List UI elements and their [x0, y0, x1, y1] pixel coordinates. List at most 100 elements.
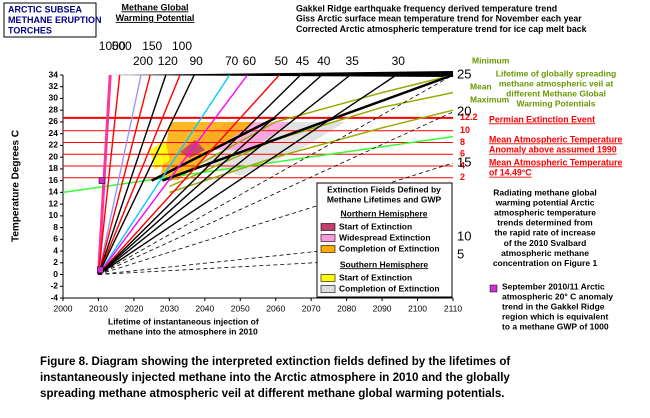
legend-swatch	[320, 285, 336, 293]
gwp-label: 150	[142, 39, 162, 53]
annotation: methane atmospheric veil at	[499, 78, 613, 88]
legend-label: Start of Extinction	[339, 272, 412, 282]
annotation: atmospheric 20° C anomaly	[502, 291, 613, 301]
y-tick-label: 30	[49, 93, 59, 103]
x-tick-label: 2090	[373, 303, 392, 313]
trend-line	[169, 109, 454, 194]
legend-swatch	[320, 245, 336, 253]
annotation: trends determined from	[497, 218, 593, 228]
annotation: September 2010/11 Arctic	[502, 281, 605, 291]
x-tick-label: 2080	[337, 303, 356, 313]
gwp-label: 15	[457, 154, 471, 169]
legend-label: Widespread Extinction	[339, 232, 431, 242]
annotation: Warming Potential	[116, 13, 195, 23]
caption: Figure 8. Diagram showing the interprete…	[40, 355, 510, 368]
gwp-label: 200	[133, 54, 153, 68]
annotation: different Methane Global	[506, 88, 606, 98]
annotation: of 14.49°C	[489, 168, 532, 178]
annotation: ARCTIC SUBSEA	[8, 4, 83, 14]
annotation: warming potential Arctic	[495, 197, 595, 207]
annotation: Methane Global	[121, 2, 188, 12]
gwp-label: 45	[296, 54, 310, 68]
gwp-label: 100	[172, 39, 192, 53]
point	[98, 177, 106, 184]
annotation-box	[3, 2, 97, 38]
y-tick-label: 34	[49, 69, 59, 79]
y-tick-label: -4	[50, 292, 58, 302]
legend-label: Start of Extinction	[339, 221, 412, 231]
annotation: Radiating methane global	[493, 187, 596, 197]
x-tick-label: 2050	[231, 303, 250, 313]
annotation: TORCHES	[8, 26, 52, 36]
annotation: Warming Potentials	[516, 99, 595, 109]
gwp-label: 50	[275, 54, 289, 68]
y-tick-label: 26	[49, 116, 59, 126]
gwp-label: 10	[457, 228, 471, 243]
gwp-ray	[97, 74, 248, 275]
annotation: Giss Arctic surface mean temperature tre…	[296, 14, 582, 24]
caption: instantaneously injected methane into th…	[40, 371, 510, 384]
level-label: 10	[460, 125, 470, 135]
level-label: 8	[460, 137, 465, 147]
legend-group-title: Northern Hemisphere	[341, 208, 428, 218]
gwp-label: 35	[346, 54, 360, 68]
y-tick-label: 24	[49, 128, 59, 138]
y-tick-label: 28	[49, 104, 59, 114]
gwp-ray	[98, 74, 351, 276]
x-tick-label: 2010	[89, 303, 108, 313]
gwp-label: 120	[158, 54, 178, 68]
y-tick-label: 2	[53, 257, 58, 267]
gwp-label: 70	[225, 54, 239, 68]
gwp-ray	[98, 74, 454, 275]
legend-swatch	[320, 274, 336, 282]
field-sh-completion	[200, 122, 345, 176]
y-tick-label: 6	[53, 234, 58, 244]
legend-swatch	[320, 234, 336, 242]
gwp-label: 90	[190, 54, 204, 68]
gwp-label: 5	[457, 247, 464, 262]
legend-title: Methane Lifetimes and GWP	[327, 194, 442, 204]
legend-label: Completion of Extinction	[339, 243, 440, 253]
gwp-ray	[97, 74, 280, 275]
gwp-ray	[97, 74, 142, 275]
gwp-ray	[97, 74, 151, 275]
top-wedge	[111, 71, 453, 77]
point-key	[489, 284, 498, 293]
gwp-ray	[97, 74, 112, 275]
y-tick-label: 14	[49, 187, 59, 197]
gwp-ray	[98, 74, 397, 276]
y-tick-label: 32	[49, 81, 59, 91]
annotation: concentration on Figure 1	[493, 258, 598, 268]
level-label: 6	[460, 149, 465, 159]
gwp-label: 1000	[99, 39, 126, 53]
y-tick-label: 0	[53, 269, 58, 279]
gwp-label: 40	[317, 54, 331, 68]
y-tick-label: -2	[50, 281, 58, 291]
caption: spreading methane atmospheric veil at di…	[40, 387, 505, 400]
annotation: Gakkel Ridge earthquake frequency derive…	[296, 3, 557, 13]
gwp-label: 60	[243, 54, 257, 68]
y-tick-label: 22	[49, 140, 59, 150]
y-tick-label: 20	[49, 151, 59, 161]
legend-label: Completion of Extinction	[339, 283, 440, 293]
annotation: to a methane GWP of 1000	[502, 322, 609, 332]
annotation: atmospheric temperature	[494, 207, 596, 217]
gwp-ray	[98, 111, 454, 275]
x-tick-label: 2110	[444, 303, 463, 313]
legend-title: Extinction Fields Defined by	[327, 184, 441, 194]
y-tick-label: 4	[53, 245, 58, 255]
field-sh-start	[150, 140, 170, 170]
y-axis-label: Temperature Degrees C	[11, 130, 22, 242]
y-tick-label: 8	[53, 222, 58, 232]
gwp-label: 30	[392, 54, 406, 68]
gwp-ray	[97, 74, 195, 275]
gwp-ray	[97, 74, 121, 275]
x-tick-label: 2060	[266, 303, 285, 313]
level-label: 12.2	[460, 112, 478, 122]
annotation: Lifetime of instantaneous injection of	[108, 316, 259, 326]
annotation: the rapid rate of increase	[494, 228, 595, 238]
gwp-ray	[98, 74, 301, 275]
y-tick-label: 16	[49, 175, 59, 185]
trend-line	[62, 135, 454, 194]
